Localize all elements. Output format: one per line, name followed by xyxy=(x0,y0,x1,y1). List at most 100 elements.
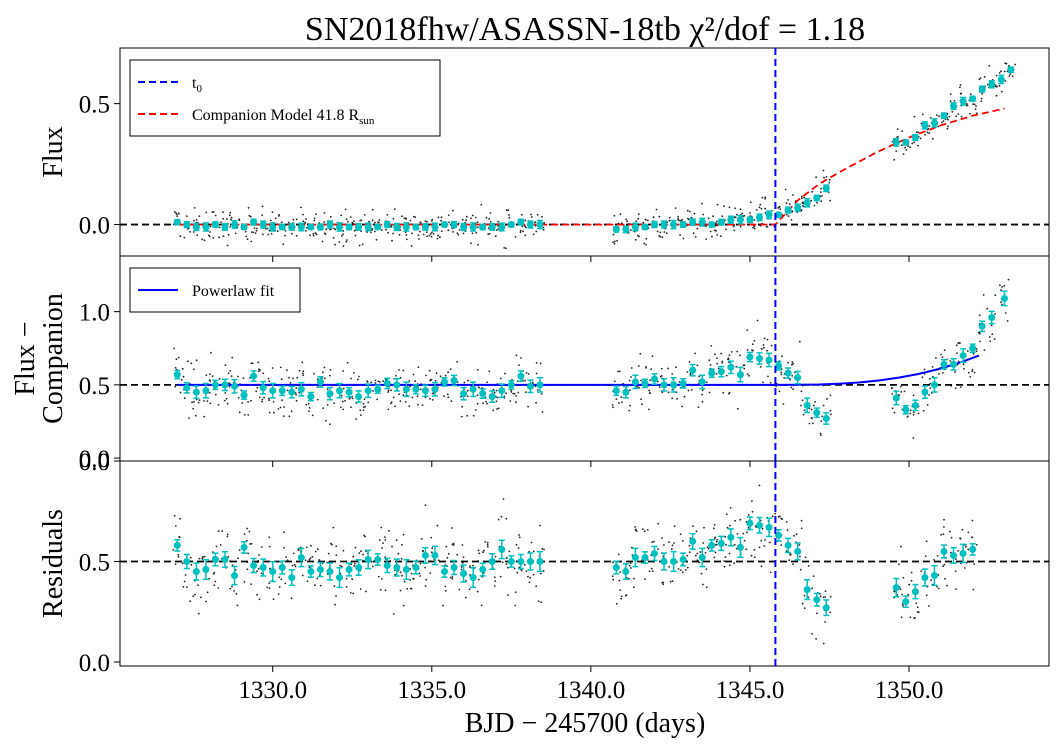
raw-data-point xyxy=(651,541,654,543)
binned-data-point xyxy=(498,223,506,231)
raw-data-point xyxy=(380,526,383,529)
binned-data-point xyxy=(641,379,649,387)
binned-data-point xyxy=(469,385,477,393)
binned-data-point xyxy=(393,381,401,389)
raw-data-point xyxy=(1001,286,1003,288)
raw-data-point xyxy=(527,575,529,578)
raw-data-point xyxy=(524,391,527,393)
raw-data-point xyxy=(980,97,983,100)
raw-data-point xyxy=(696,364,699,367)
raw-data-point xyxy=(411,396,414,399)
raw-data-point xyxy=(439,236,441,239)
raw-data-point xyxy=(464,596,467,599)
raw-data-point xyxy=(686,566,689,569)
raw-data-point xyxy=(193,368,195,371)
raw-data-point xyxy=(307,402,310,405)
raw-data-point xyxy=(324,233,327,236)
raw-data-point xyxy=(219,544,222,546)
raw-data-point xyxy=(384,536,386,538)
raw-data-point xyxy=(317,548,319,551)
raw-data-point xyxy=(715,372,718,375)
raw-data-point xyxy=(898,394,901,396)
raw-data-point xyxy=(434,379,437,382)
raw-data-point xyxy=(268,582,271,584)
raw-data-point xyxy=(458,229,461,231)
raw-data-point xyxy=(710,345,713,347)
raw-data-point xyxy=(671,373,674,375)
raw-data-point xyxy=(686,371,689,373)
raw-data-point xyxy=(715,543,718,546)
binned-data-point xyxy=(192,568,200,576)
raw-data-point xyxy=(196,234,199,237)
raw-data-point xyxy=(368,220,370,223)
raw-data-point xyxy=(613,214,616,217)
binned-data-point xyxy=(316,378,324,386)
raw-data-point xyxy=(284,582,287,585)
raw-data-point xyxy=(514,236,517,238)
raw-data-point xyxy=(242,377,245,379)
raw-data-point xyxy=(972,103,975,105)
binned-data-point xyxy=(921,388,929,396)
raw-data-point xyxy=(330,542,332,545)
raw-data-point xyxy=(705,568,708,570)
raw-data-point xyxy=(688,360,691,363)
raw-data-point xyxy=(374,230,376,233)
binned-data-point xyxy=(746,353,754,361)
raw-data-point xyxy=(915,131,918,134)
raw-data-point xyxy=(762,381,764,384)
binned-data-point xyxy=(622,568,630,576)
raw-data-point xyxy=(496,408,498,410)
raw-data-point xyxy=(358,244,361,247)
raw-data-point xyxy=(305,218,307,220)
raw-data-point xyxy=(175,358,178,361)
raw-data-point xyxy=(226,533,229,536)
raw-data-point xyxy=(258,554,260,556)
legend-label: Companion Model 41.8 Rsun xyxy=(192,107,375,127)
raw-data-point xyxy=(902,577,905,579)
binned-data-point xyxy=(689,366,697,374)
raw-data-point xyxy=(723,565,726,568)
raw-data-point xyxy=(781,355,783,358)
raw-data-point xyxy=(344,208,347,211)
raw-data-point xyxy=(417,234,420,237)
raw-data-point xyxy=(971,536,973,539)
raw-data-point xyxy=(953,99,956,102)
raw-data-point xyxy=(628,409,631,412)
raw-data-point xyxy=(692,525,694,527)
raw-data-point xyxy=(692,232,695,235)
raw-data-point xyxy=(466,414,469,417)
raw-data-point xyxy=(1005,62,1008,65)
raw-data-point xyxy=(248,214,251,217)
raw-data-point xyxy=(507,209,510,212)
raw-data-point xyxy=(986,307,989,310)
raw-data-point xyxy=(527,373,530,375)
binned-data-point xyxy=(211,555,219,563)
raw-data-point xyxy=(811,587,814,590)
raw-data-point xyxy=(764,196,767,199)
raw-data-point xyxy=(694,352,696,355)
binned-data-point xyxy=(708,369,716,377)
raw-data-point xyxy=(990,324,993,327)
raw-data-point xyxy=(936,555,939,557)
raw-data-point xyxy=(226,218,228,220)
raw-data-point xyxy=(665,232,668,235)
raw-data-point xyxy=(747,526,750,529)
raw-data-point xyxy=(352,592,355,595)
raw-data-point xyxy=(746,373,749,375)
raw-data-point xyxy=(988,64,991,67)
raw-data-point xyxy=(671,544,674,547)
binned-data-point xyxy=(736,216,744,224)
raw-data-point xyxy=(418,238,420,240)
legend-frame xyxy=(129,59,441,137)
raw-data-point xyxy=(983,349,986,351)
raw-data-point xyxy=(891,393,894,395)
raw-data-point xyxy=(208,379,211,381)
raw-data-point xyxy=(967,548,970,551)
raw-data-point xyxy=(400,557,403,560)
raw-data-point xyxy=(301,361,304,364)
binned-data-point xyxy=(421,223,429,231)
raw-data-point xyxy=(366,380,368,382)
binned-data-point xyxy=(727,216,735,224)
raw-data-point xyxy=(250,399,252,402)
raw-data-point xyxy=(229,587,232,590)
